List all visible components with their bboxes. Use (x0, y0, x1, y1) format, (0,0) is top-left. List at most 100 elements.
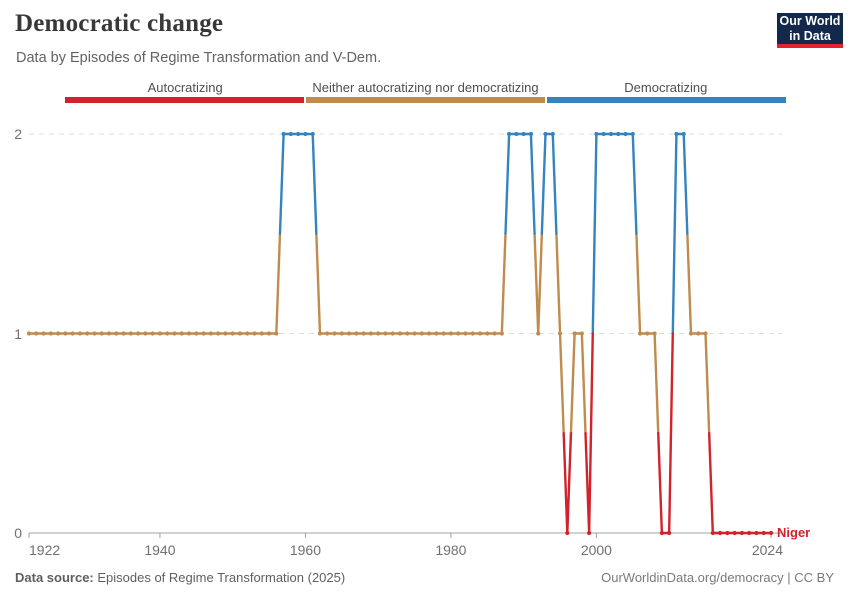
x-axis-tick-label: 1980 (435, 542, 467, 558)
data-point-marker (448, 331, 454, 336)
owid-logo[interactable]: Our World in Data (777, 13, 843, 48)
data-point-marker (172, 331, 177, 336)
legend-swatch (306, 97, 545, 103)
legend-label: Neither autocratizing nor democratizing (312, 80, 539, 95)
x-axis-tick-label: 1960 (289, 542, 321, 558)
data-point-marker (274, 331, 279, 336)
x-axis-tick-label: 2000 (580, 542, 612, 558)
page-subtitle: Data by Episodes of Regime Transformatio… (16, 50, 382, 66)
data-point-marker (194, 331, 199, 336)
data-point-marker (550, 131, 555, 137)
data-point-marker (346, 331, 352, 336)
legend-bars (65, 97, 786, 103)
data-point-marker (259, 331, 264, 336)
data-point-marker (659, 530, 664, 536)
data-point-marker (434, 331, 439, 336)
x-axis-tick-label: 1922 (29, 542, 61, 558)
series-line (562, 332, 773, 535)
data-point-marker (623, 131, 628, 137)
data-point-marker (368, 331, 374, 336)
data-point-marker (201, 331, 206, 336)
data-point-marker (710, 530, 715, 536)
data-point-marker (739, 530, 745, 536)
data-point-marker (245, 331, 250, 336)
entity-label-niger: Niger (777, 525, 811, 540)
legend-label: Democratizing (624, 80, 708, 95)
data-point-marker (186, 331, 192, 336)
data-point-marker (463, 331, 468, 336)
data-point-marker (557, 331, 563, 336)
data-point-marker (477, 331, 483, 336)
data-point-marker (470, 331, 475, 336)
data-point-marker (281, 131, 286, 137)
data-point-marker (419, 331, 424, 336)
data-point-marker (492, 331, 497, 336)
data-point-marker (361, 331, 366, 336)
owid-logo-line2: in Data (789, 28, 831, 43)
data-point-marker (317, 331, 323, 336)
data-point-marker (252, 331, 257, 336)
data-point-marker (768, 530, 774, 536)
data-point-marker (296, 131, 301, 137)
data-point-marker (667, 530, 672, 536)
data-point-marker (572, 331, 577, 336)
data-point-marker (565, 530, 570, 536)
series-markers (26, 131, 774, 536)
data-point-marker (405, 331, 410, 336)
data-point-marker (266, 331, 272, 336)
data-source-label: Data source: (15, 570, 94, 585)
data-point-marker (376, 331, 381, 336)
data-point-marker (41, 331, 46, 336)
data-point-marker (608, 131, 614, 137)
data-point-marker (150, 331, 155, 336)
series-line (27, 232, 711, 435)
data-point-marker (136, 331, 141, 336)
data-point-marker (157, 331, 163, 336)
data-point-marker (223, 331, 228, 336)
data-point-marker (339, 331, 344, 336)
data-point-marker (485, 331, 490, 336)
data-point-marker (55, 331, 61, 336)
data-point-marker (630, 131, 635, 137)
data-point-marker (754, 530, 759, 536)
data-point-marker (77, 331, 83, 336)
data-point-marker (543, 131, 548, 137)
x-axis-tick-label: 2024 (751, 542, 783, 558)
data-point-marker (397, 331, 403, 336)
data-point-marker (761, 530, 766, 536)
data-point-marker (70, 331, 75, 336)
data-point-marker (383, 331, 388, 336)
data-point-marker (507, 131, 512, 137)
data-point-marker (48, 331, 53, 336)
credit-link[interactable]: OurWorldinData.org/democracy | CC BY (601, 570, 834, 585)
data-source-text: Episodes of Regime Transformation (2025) (93, 570, 346, 585)
data-point-marker (637, 331, 643, 336)
data-point-marker (521, 131, 526, 137)
x-axis-tick-label: 1940 (144, 542, 176, 558)
data-point-marker (26, 331, 32, 336)
legend-label: Autocratizing (147, 80, 223, 95)
data-point-marker (63, 331, 68, 336)
data-point-marker (732, 530, 737, 536)
data-point-marker (92, 331, 97, 336)
y-axis-tick-label: 2 (14, 126, 22, 142)
data-point-marker (412, 331, 417, 336)
legend-labels: Autocratizing Neither autocratizing nor d… (65, 80, 786, 95)
data-point-marker (601, 131, 606, 137)
data-point-marker (128, 331, 133, 336)
data-point-marker (681, 131, 686, 137)
data-point-marker (303, 131, 308, 137)
y-axis-tick-label: 0 (14, 525, 22, 541)
data-point-marker (717, 530, 723, 536)
legend-swatch (65, 97, 304, 103)
data-point-marker (587, 530, 592, 536)
data-point-marker (34, 331, 39, 336)
y-axis-tick-label: 1 (14, 325, 22, 342)
data-point-marker (645, 331, 650, 336)
data-point-marker (325, 331, 330, 336)
data-point-marker (288, 131, 293, 137)
data-point-marker (426, 331, 432, 336)
data-point-marker (674, 131, 679, 137)
